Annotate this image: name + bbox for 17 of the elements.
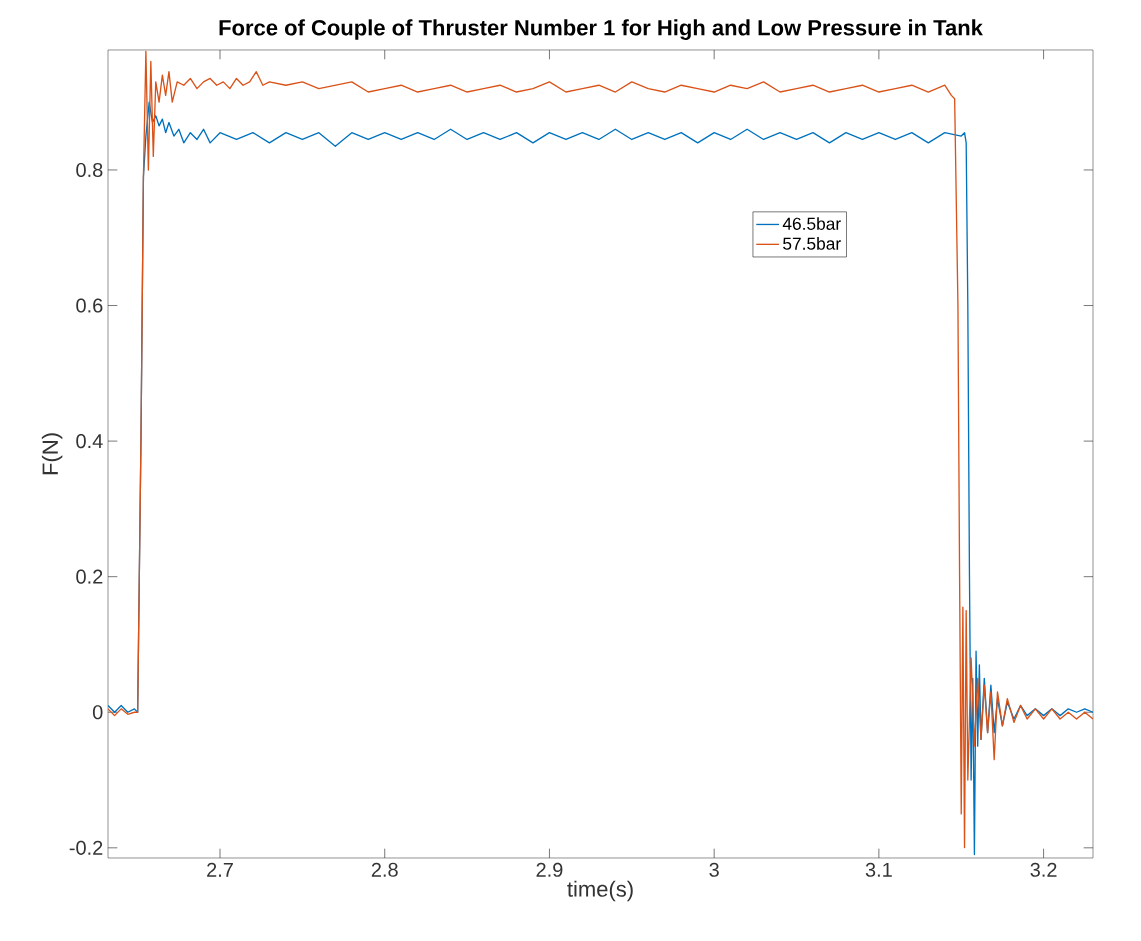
- x-axis-title: time(s): [567, 880, 633, 902]
- x-tick-label: 3.1: [865, 862, 892, 877]
- y-tick-label: 0.6: [76, 298, 103, 313]
- legend-label: 46.5bar: [782, 217, 841, 230]
- y-tick-label: -0.2: [69, 840, 103, 855]
- x-tick-label: 2.7: [207, 862, 233, 877]
- y-tick-label: 0.4: [76, 434, 103, 449]
- y-tick-label: 0.8: [76, 162, 103, 178]
- y-tick-label: 0.2: [76, 569, 103, 584]
- x-tick-label: 2.9: [536, 862, 563, 877]
- x-tick-label: 3.2: [1030, 862, 1057, 877]
- legend-label: 57.5bar: [783, 237, 841, 250]
- y-tick-label: 0: [92, 705, 103, 720]
- chart-title: Force of Couple of Thruster Number 1 for High and Low Pressure in Tank: [219, 19, 983, 40]
- y-axis-title: F(N): [41, 433, 63, 475]
- x-tick-label: 2.8: [371, 862, 398, 877]
- x-tick-label: 3: [709, 862, 719, 877]
